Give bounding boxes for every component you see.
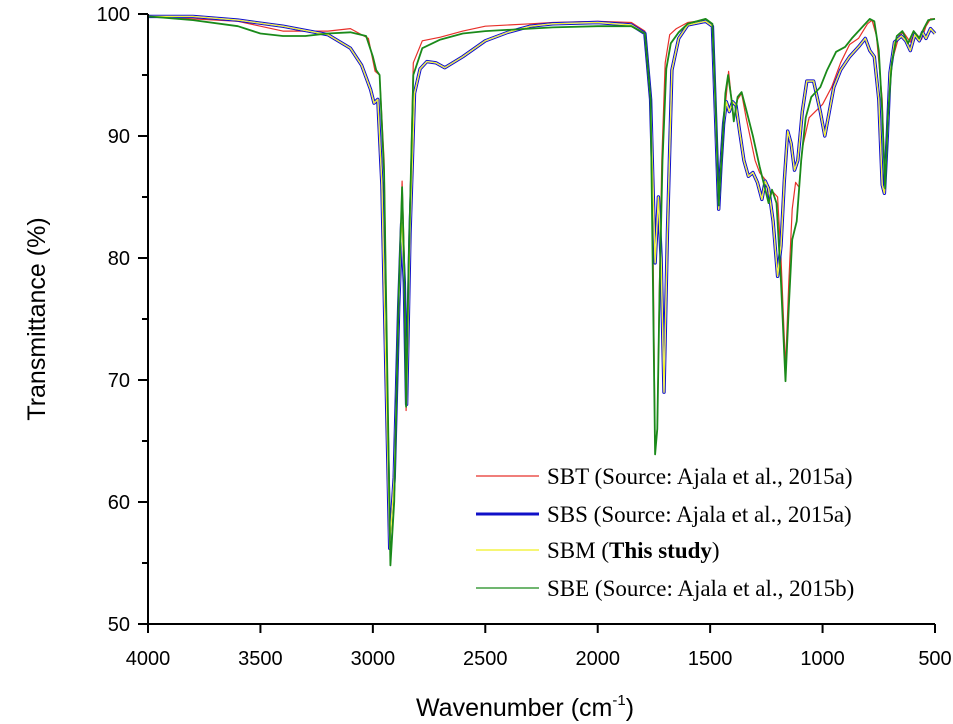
axes [147,14,935,625]
y-tick-label: 100 [97,4,130,26]
legend-label-sbs: SBS (Source: Ajala et al., 2015a) [547,502,852,527]
x-axis-title: Wavenumber (cm-1) [416,692,634,722]
y-tick-label: 90 [108,126,130,148]
y-tick-label: 80 [108,248,130,270]
legend-label-sbe: SBE (Source: Ajala et al., 2015b) [547,576,854,601]
x-tick-label: 4000 [126,648,171,670]
y-tick-label: 60 [108,492,130,514]
x-tick-label: 3000 [351,648,396,670]
legend-label-sbm: SBM (This study) [547,538,720,563]
legend-label-sbt: SBT (Source: Ajala et al., 2015a) [547,464,853,489]
plot-lines [147,14,937,567]
x-tick-label: 1000 [800,648,845,670]
legend: SBT (Source: Ajala et al., 2015a) SBS (S… [476,464,854,601]
ticks: 4000 3500 3000 2500 2000 1500 1000 500 50 60 70 80 9… [97,4,952,670]
y-tick-label: 50 [108,614,130,636]
x-tick-label: 1500 [688,648,733,670]
x-tick-label: 3500 [238,648,283,670]
x-tick-label: 500 [918,648,951,670]
series-line-sbe [147,15,936,567]
y-tick-label: 70 [108,370,130,392]
y-axis-title: Transmittance (%) [23,217,51,420]
x-tick-label: 2000 [575,648,620,670]
x-tick-label: 2500 [463,648,508,670]
